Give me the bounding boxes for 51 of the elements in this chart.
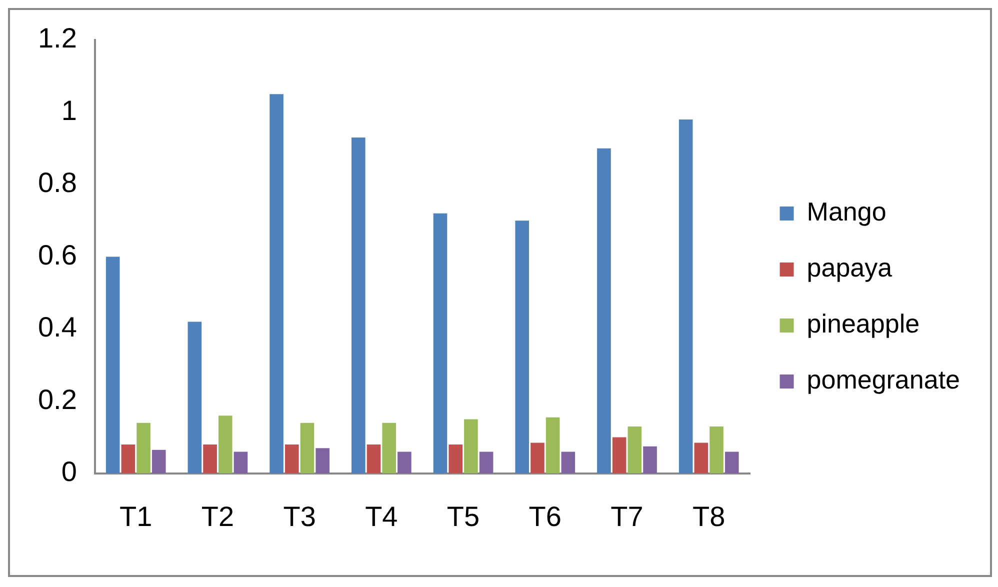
bar — [351, 138, 366, 474]
bar — [694, 442, 708, 474]
y-tick-label: 0 — [61, 456, 77, 488]
x-tick-label: T4 — [365, 500, 398, 532]
legend-label: papaya — [806, 252, 893, 283]
bar — [612, 437, 626, 474]
bar — [678, 119, 693, 474]
bar — [270, 94, 284, 474]
bar — [479, 452, 494, 474]
bar — [121, 444, 136, 474]
bar — [546, 417, 560, 474]
bar — [382, 422, 396, 474]
x-tick-label: T8 — [692, 500, 726, 532]
bar — [597, 148, 611, 474]
legend-label: pineapple — [806, 308, 920, 339]
x-tick-label: T7 — [610, 500, 644, 532]
x-tick-label: T5 — [446, 500, 480, 532]
bar — [433, 213, 448, 474]
bar — [398, 452, 412, 474]
bar — [188, 322, 202, 474]
x-tick-label: T2 — [201, 500, 234, 532]
y-tick-label: 1 — [61, 94, 77, 126]
bar — [152, 450, 166, 474]
bar — [203, 444, 217, 474]
bar — [515, 220, 530, 474]
bar — [724, 452, 739, 474]
bar — [284, 444, 299, 474]
legend-label: pomegranate — [806, 364, 960, 395]
bar — [448, 444, 463, 474]
bar — [234, 452, 248, 474]
legend-label: Mango — [806, 196, 886, 227]
y-tick-label: 0.8 — [38, 167, 77, 198]
bar — [710, 426, 724, 474]
y-tick-label: 0.4 — [38, 312, 77, 343]
bar — [136, 422, 150, 474]
bar — [316, 448, 330, 474]
bar — [106, 256, 120, 474]
x-tick-label: T6 — [528, 500, 562, 532]
bar — [218, 416, 232, 474]
y-tick-label: 0.2 — [38, 384, 77, 415]
bar — [628, 426, 642, 474]
bar — [464, 419, 478, 474]
bar — [300, 422, 314, 474]
bar — [366, 444, 381, 474]
y-tick-label: 1.2 — [38, 22, 77, 54]
bar — [643, 446, 657, 474]
bar — [561, 452, 576, 474]
bar — [530, 442, 544, 474]
x-tick-label: T1 — [120, 500, 152, 532]
x-tick-label: T3 — [283, 500, 316, 532]
y-tick-label: 0.6 — [38, 239, 77, 270]
